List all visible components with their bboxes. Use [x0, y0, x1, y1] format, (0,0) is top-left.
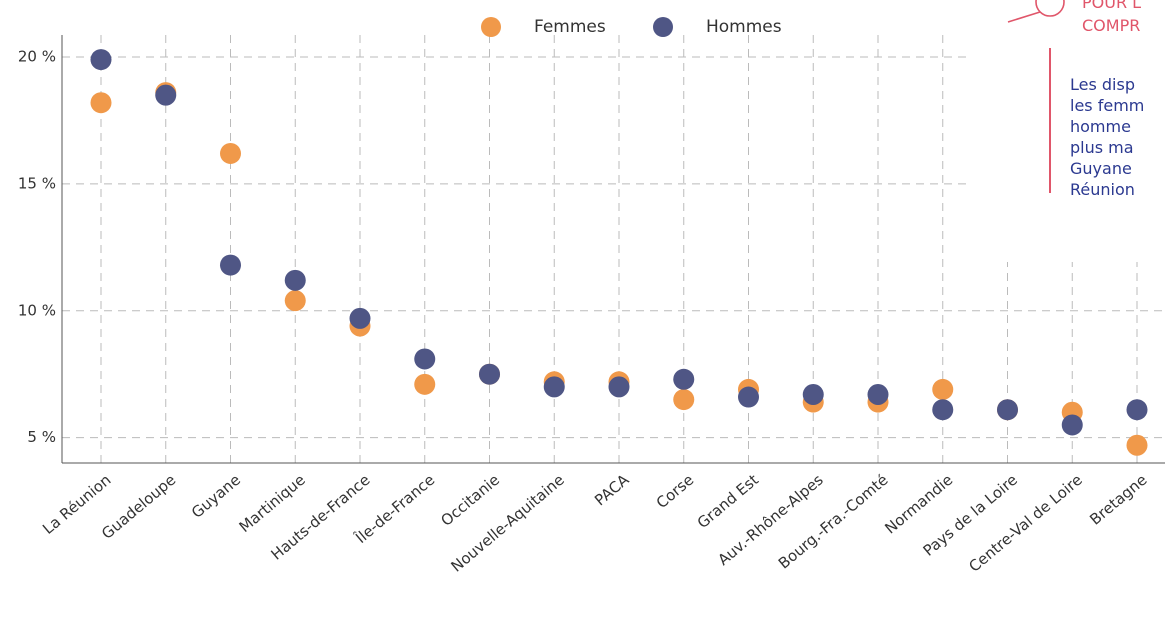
- sidebar-text: Réunion: [1070, 180, 1135, 199]
- magnifier-icon: [1007, 0, 1065, 23]
- x-tick-label: Guyane: [188, 471, 244, 522]
- x-tick-label: Centre-Val de Loire: [965, 471, 1085, 576]
- dot: [1126, 434, 1148, 456]
- sidebar-heading: POUR L: [1082, 0, 1141, 12]
- dot: [414, 348, 436, 370]
- y-tick-label: 5 %: [27, 428, 56, 446]
- dot: [479, 363, 500, 385]
- x-tick-label: Nouvelle-Aquitaine: [447, 471, 567, 576]
- legend-label: Femmes: [534, 17, 606, 37]
- x-tick-label: Occitanie: [437, 471, 503, 530]
- x-tick-label: PACA: [591, 470, 633, 509]
- sidebar: POUR L COMPR Les disp les femm homme plus ma G…: [1070, 0, 1144, 199]
- dot: [90, 49, 112, 71]
- dot: [220, 142, 241, 164]
- dot: [997, 399, 1018, 421]
- x-tick-label: Bourg.-Fra.-Comté: [775, 471, 892, 573]
- dot: [414, 373, 436, 395]
- sidebar-text: homme: [1070, 117, 1131, 136]
- dot: [738, 386, 759, 408]
- y-tick-label: 15 %: [18, 174, 56, 192]
- sidebar-text: plus ma: [1070, 138, 1134, 157]
- dot: [932, 378, 954, 400]
- dot: [349, 307, 371, 329]
- x-tick-label: Corse: [653, 471, 697, 512]
- legend-swatch: [653, 17, 673, 37]
- legend-swatch: [481, 17, 501, 37]
- dot: [284, 290, 306, 312]
- dot: [608, 376, 630, 398]
- y-tick-label: 10 %: [18, 301, 56, 319]
- dot: [155, 84, 177, 106]
- dot: [90, 92, 112, 114]
- x-tick-label: Bretagne: [1086, 471, 1150, 529]
- dot: [673, 368, 695, 390]
- sidebar-text: Guyane: [1070, 159, 1132, 178]
- sidebar-text: Les disp: [1070, 75, 1135, 94]
- dot: [284, 269, 306, 291]
- dot: [673, 389, 695, 411]
- dot: [1126, 399, 1148, 421]
- dot: [802, 383, 824, 405]
- dot: [1061, 414, 1083, 436]
- dot: [543, 376, 565, 398]
- sidebar-background: [972, 0, 1165, 262]
- dot: [220, 254, 241, 276]
- sidebar-text: les femm: [1070, 96, 1144, 115]
- dot: [932, 399, 954, 421]
- y-tick-label: 20 %: [18, 48, 56, 66]
- x-tick-label: Auv.-Rhône-Alpes: [714, 471, 827, 569]
- marks: [90, 49, 1148, 456]
- legend-label: Hommes: [706, 17, 782, 37]
- dot: [867, 383, 889, 405]
- sidebar-heading: COMPR: [1082, 16, 1140, 35]
